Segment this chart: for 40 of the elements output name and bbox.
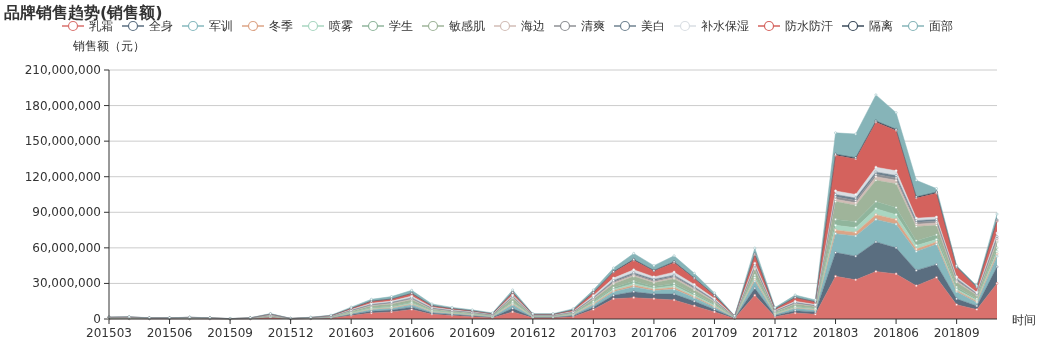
y-tick-label: 0 — [93, 312, 101, 326]
x-tick-label: 201709 — [691, 326, 738, 340]
x-tick-label: 201506 — [146, 326, 193, 340]
x-tick-label: 201706 — [631, 326, 677, 340]
y-tick-label: 120,000,000 — [24, 169, 101, 184]
x-tick-label: 201809 — [933, 326, 980, 340]
x-tick-label: 201803 — [812, 326, 859, 340]
x-tick-label: 201603 — [328, 326, 375, 340]
legend-label: 乳霜 — [89, 19, 113, 33]
legend-label: 防水防汗 — [785, 19, 833, 33]
y-tick-label: 90,000,000 — [32, 205, 101, 220]
legend-label: 敏感肌 — [449, 19, 485, 33]
legend-label: 清爽 — [581, 19, 605, 33]
x-tick-label: 201712 — [752, 326, 798, 340]
x-tick-label: 201612 — [509, 326, 556, 340]
y-axis-title: 销售额（元） — [72, 39, 145, 53]
y-tick-label: 210,000,000 — [24, 63, 101, 77]
y-tick-label: 180,000,000 — [24, 98, 101, 113]
x-tick-label: 201609 — [449, 326, 496, 340]
legend-label: 喷雾 — [329, 19, 353, 33]
legend-label: 美白 — [641, 19, 665, 33]
legend-label: 学生 — [389, 19, 413, 33]
legend-label: 面部 — [929, 19, 953, 33]
legend-label: 海边 — [521, 19, 545, 33]
legend-label: 隔离 — [869, 19, 893, 33]
y-tick-label: 60,000,000 — [32, 240, 101, 255]
legend-label: 冬季 — [269, 19, 293, 33]
x-tick-label: 201509 — [207, 326, 253, 340]
y-tick-label: 30,000,000 — [32, 276, 101, 291]
legend-label: 补水保湿 — [701, 19, 749, 33]
y-tick-label: 150,000,000 — [24, 134, 101, 149]
legend-label: 全身 — [149, 19, 173, 33]
x-tick-label: 201606 — [388, 326, 435, 340]
chart-title: 品牌销售趋势(销售额) — [4, 3, 163, 22]
x-tick-label: 201512 — [267, 326, 314, 340]
legend-label: 军训 — [209, 19, 233, 33]
x-tick-label: 201503 — [86, 326, 132, 340]
x-tick-label: 201806 — [873, 326, 919, 340]
x-axis-title: 时间 — [1012, 313, 1036, 327]
x-tick-label: 201703 — [570, 326, 617, 340]
